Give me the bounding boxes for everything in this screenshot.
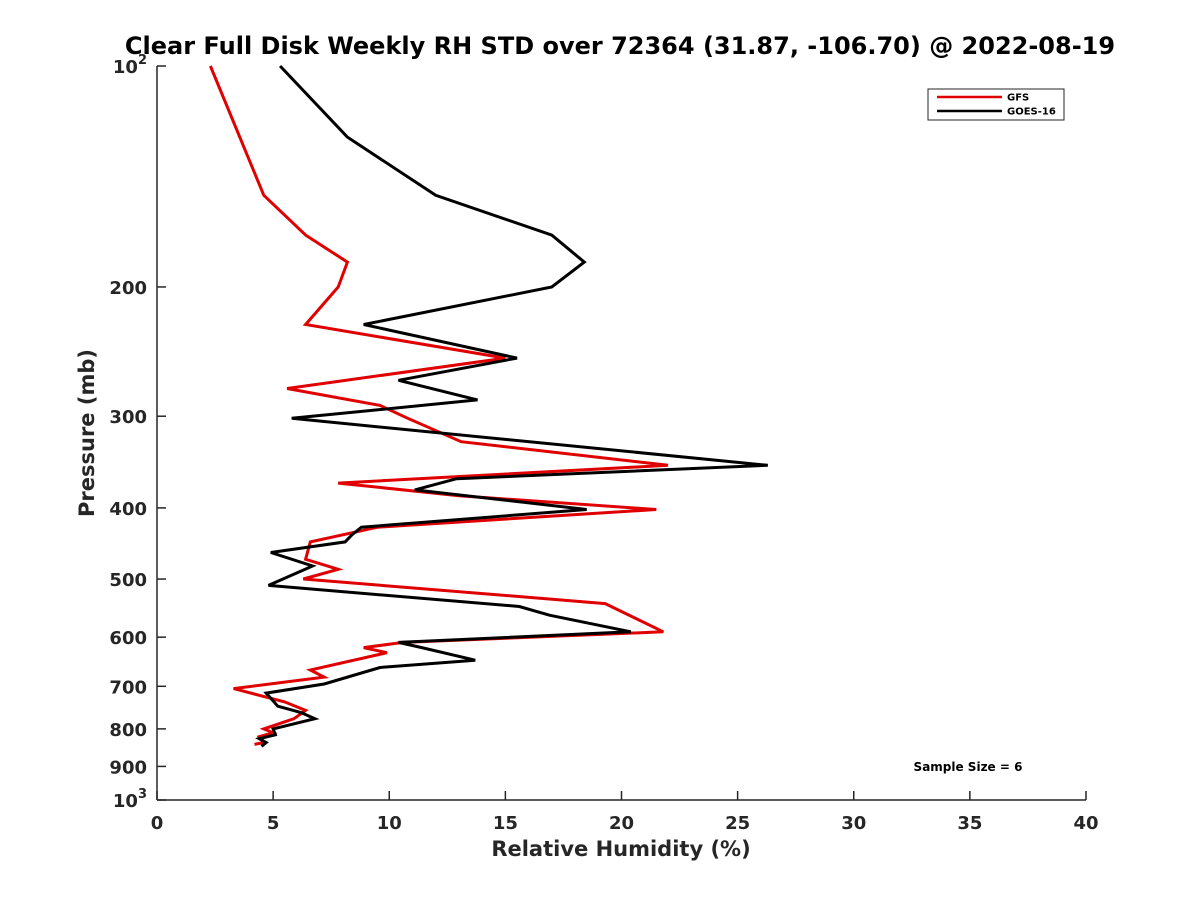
legend-label-goes-16: GOES-16 bbox=[1007, 107, 1056, 118]
y-axis-label: Pressure (mb) bbox=[75, 349, 99, 517]
series-line-gfs bbox=[209, 65, 669, 746]
y-tick-label: 300 bbox=[109, 407, 147, 428]
y-tick-label: 700 bbox=[109, 677, 147, 698]
legend-label-gfs: GFS bbox=[1007, 93, 1029, 104]
x-tick-label: 40 bbox=[1073, 813, 1098, 834]
sample-size-annotation: Sample Size = 6 bbox=[914, 760, 1023, 774]
x-tick-label: 0 bbox=[151, 813, 164, 834]
x-tick-label: 20 bbox=[609, 813, 634, 834]
x-axis-ticks: 0 5 10 15 20 25 30 35 40 bbox=[151, 791, 1099, 834]
series-line-goes-16 bbox=[255, 64, 768, 748]
chart-title: Clear Full Disk Weekly RH STD over 72364… bbox=[125, 32, 1115, 60]
x-tick-label: 15 bbox=[493, 813, 518, 834]
x-tick-label: 5 bbox=[267, 813, 280, 834]
plot-area: 0 5 10 15 20 25 30 35 40 102 200 300 400 500 600 700 80… bbox=[109, 53, 1098, 834]
y-tick-label: 400 bbox=[109, 499, 147, 520]
y-tick-label: 800 bbox=[109, 720, 147, 741]
x-tick-label: 25 bbox=[725, 813, 750, 834]
legend-box bbox=[927, 88, 1065, 121]
y-tick-label: 600 bbox=[109, 628, 147, 649]
y-tick-label: 900 bbox=[109, 757, 147, 778]
y-tick-label: 500 bbox=[109, 570, 147, 591]
x-tick-label: 30 bbox=[841, 813, 866, 834]
y-tick-label: 200 bbox=[109, 278, 147, 299]
x-tick-label: 10 bbox=[377, 813, 402, 834]
y-axis-ticks: 102 200 300 400 500 600 700 800 900 103 bbox=[109, 53, 166, 812]
x-axis-label: Relative Humidity (%) bbox=[491, 837, 750, 861]
x-tick-label: 35 bbox=[957, 813, 982, 834]
y-tick-label: 103 bbox=[113, 787, 147, 812]
legend: GFS GOES-16 bbox=[927, 88, 1065, 121]
series-lines bbox=[209, 64, 768, 748]
y-tick-label: 102 bbox=[113, 53, 147, 78]
